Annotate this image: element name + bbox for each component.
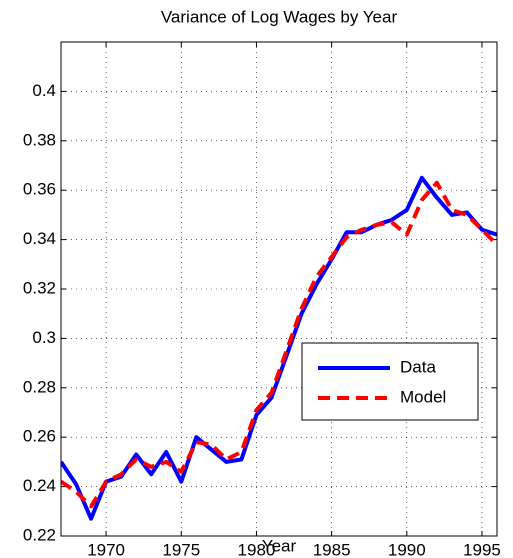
data-line — [61, 180, 497, 509]
x-axis-label: Year — [262, 536, 297, 555]
x-tick-label: 1995 — [463, 540, 501, 558]
y-tick-label: 0.24 — [23, 476, 56, 495]
y-tick-label: 0.3 — [32, 328, 56, 347]
y-tick-label: 0.28 — [23, 377, 56, 396]
x-tick-label: 1990 — [388, 540, 426, 558]
x-tick-label: 1980 — [238, 540, 276, 558]
legend-box — [301, 342, 479, 421]
x-tick-label: 1970 — [87, 540, 125, 558]
plot-frame — [60, 41, 498, 537]
y-tick-label: 0.26 — [23, 427, 56, 446]
chart-title: Variance of Log Wages by Year — [161, 7, 398, 26]
y-tick-label: 0.36 — [23, 180, 56, 199]
x-tick-label: 1975 — [162, 540, 200, 558]
y-tick-label: 0.4 — [32, 81, 56, 100]
y-tick-label: 0.22 — [23, 525, 56, 544]
y-tick-label: 0.34 — [23, 229, 56, 248]
legend-label: Data — [400, 357, 436, 376]
y-tick-label: 0.38 — [23, 130, 56, 149]
legend-label: Model — [400, 387, 446, 406]
x-tick-label: 1985 — [313, 540, 351, 558]
y-tick-label: 0.32 — [23, 278, 56, 297]
